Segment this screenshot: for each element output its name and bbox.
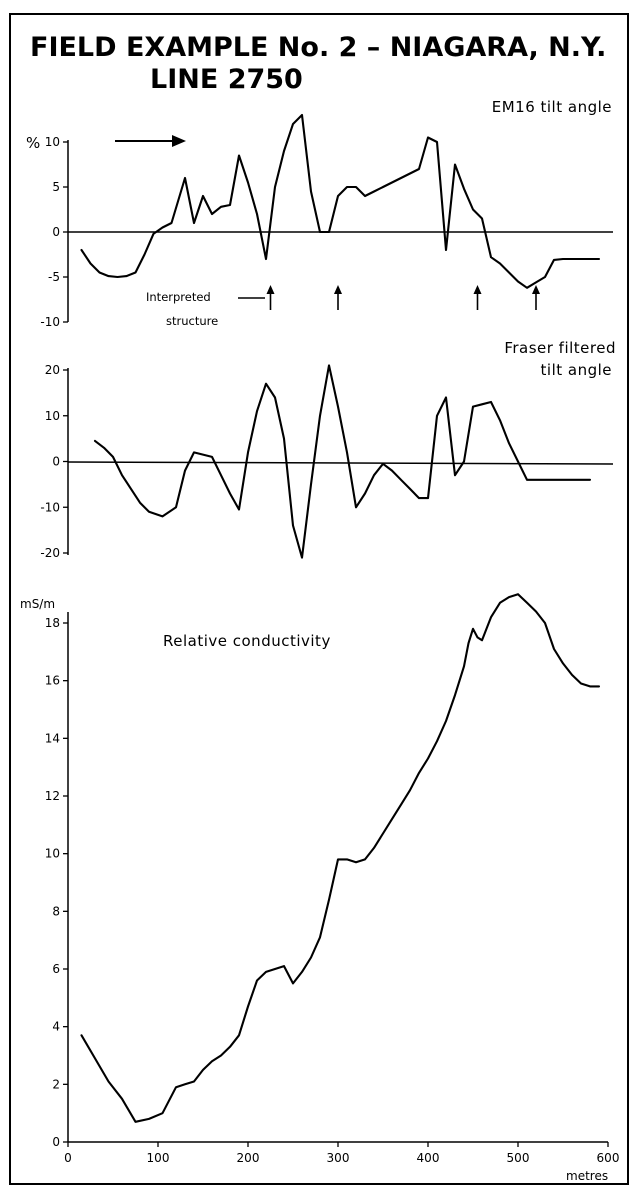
fraser-ytick-label: 10	[45, 409, 60, 423]
interpreted-structure-arrow	[532, 285, 540, 310]
conductivity-ytick-label: 0	[52, 1135, 60, 1149]
em16-ytick-label: 10	[45, 135, 60, 149]
conductivity-ytick-label: 16	[45, 674, 60, 688]
conductivity-ylabel: mS/m	[20, 597, 55, 611]
conductivity-ytick-label: 14	[45, 731, 60, 745]
em16-ytick-label: 0	[52, 225, 60, 239]
fraser-ytick-label: -10	[40, 500, 60, 514]
conductivity-ytick-label: 18	[45, 616, 60, 630]
conductivity-xtick-label: 400	[417, 1151, 440, 1165]
figure-title: FIELD EXAMPLE No. 2 – NIAGARA, N.Y.	[30, 32, 606, 63]
em16-title: EM16 tilt angle	[492, 98, 612, 116]
fraser-ytick-label: 0	[52, 455, 60, 469]
fraser-title-line1: Fraser filtered	[504, 339, 616, 357]
direction-arrow	[115, 135, 186, 147]
fraser-filtered-panel: Fraser filtered tilt angle -20 -10 0 10 20	[40, 339, 616, 560]
fraser-filtered-series	[93, 364, 592, 559]
conductivity-ytick-label: 8	[52, 904, 60, 918]
interpreted-structure-arrow	[473, 285, 482, 310]
conductivity-ytick-label: 2	[52, 1077, 60, 1091]
conductivity-xtick-label: 500	[507, 1151, 530, 1165]
conductivity-title: Relative conductivity	[163, 632, 331, 650]
em16-tilt-series	[80, 113, 601, 289]
em16-ytick-label: -5	[48, 270, 60, 284]
em16-ytick-label: 5	[52, 180, 60, 194]
interpreted-structure-label-line1: Interpreted	[146, 290, 211, 304]
em16-ytick-label: -10	[40, 315, 60, 329]
conductivity-ytick-label: 6	[52, 962, 60, 976]
conductivity-xtick-label: 0	[64, 1151, 72, 1165]
conductivity-xlabel: metres	[566, 1169, 608, 1183]
conductivity-ytick-label: 4	[52, 1020, 60, 1034]
conductivity-xtick-label: 200	[237, 1151, 260, 1165]
conductivity-series	[80, 593, 601, 1123]
conductivity-ytick-label: 10	[45, 847, 60, 861]
fraser-zero-line	[67, 461, 614, 465]
figure-frame	[9, 13, 629, 1185]
conductivity-xtick-label: 300	[327, 1151, 350, 1165]
fraser-ytick-label: 20	[45, 363, 60, 377]
figure-subtitle: LINE 2750	[150, 64, 303, 95]
fraser-ytick-label: -20	[40, 546, 60, 560]
conductivity-ytick-label: 12	[45, 789, 60, 803]
interpreted-structure-arrow	[266, 285, 275, 310]
fraser-title-line2: tilt angle	[541, 361, 612, 379]
conductivity-xtick-label: 100	[147, 1151, 170, 1165]
conductivity-panel: Relative conductivity mS/m metres 0 2 4 6 8 1…	[20, 593, 620, 1183]
interpreted-structure-arrow	[334, 285, 342, 310]
conductivity-xtick-label: 600	[597, 1151, 620, 1165]
interpreted-structure-label-line2: structure	[166, 314, 218, 328]
em16-ylabel: %	[26, 134, 41, 152]
